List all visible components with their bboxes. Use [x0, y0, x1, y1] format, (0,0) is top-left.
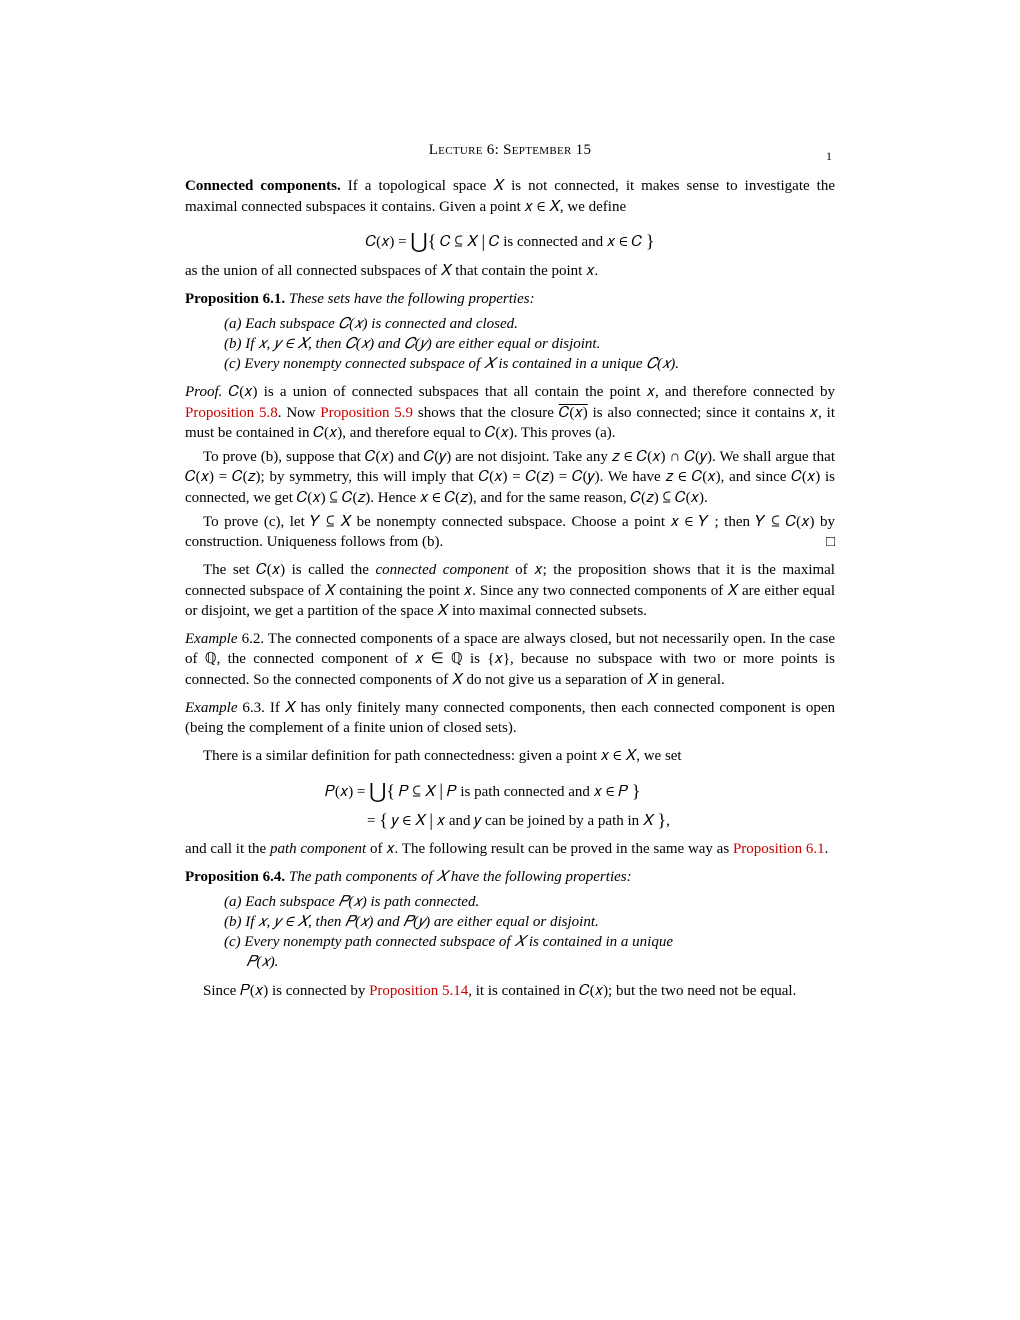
proof-heading: Proof.	[185, 384, 222, 400]
path-emph: path component	[270, 841, 366, 857]
intro-paragraph: Connected components. If a topological s…	[185, 176, 835, 217]
prop61-b: (b) If 𝑥, 𝑦 ∈ 𝑋, then 𝐶(𝑥) and 𝐶(𝑦) are …	[224, 334, 835, 354]
example-6-3: Example 6.3. If 𝑋 has only finitely many…	[185, 698, 835, 739]
page-number: 1	[826, 148, 832, 164]
ex62-text: The connected components of a space are …	[185, 631, 835, 688]
proof-p1c: shows that the closure	[413, 405, 559, 421]
px-line1: 𝑃(𝑥) = ⋃{ 𝑃 ⊆ 𝑋 | 𝑃 is path connected an…	[325, 775, 835, 803]
px-set: 𝑃 ⊆ 𝑋	[395, 784, 439, 800]
section-heading: Connected components.	[185, 178, 341, 194]
lbrace3-icon: {	[379, 810, 388, 830]
ex63-num: 6.3	[237, 700, 261, 716]
path-after-c: .	[825, 841, 829, 857]
path-after-a: and call it the	[185, 841, 270, 857]
prop61-list: (a) Each subspace 𝐶(𝑥) is connected and …	[224, 314, 835, 375]
proof-p1: Proof. 𝐶(𝑥) is a union of connected subs…	[185, 382, 835, 443]
ex63-dot: .	[261, 700, 270, 716]
rbrace3-icon: }	[657, 810, 666, 830]
proposition-6-4: Proposition 6.4. The path components of …	[185, 867, 835, 972]
path-intro: There is a similar definition for path c…	[185, 746, 835, 766]
proof-block: Proof. 𝐶(𝑥) is a union of connected subs…	[185, 382, 835, 552]
ref-prop-5-9[interactable]: Proposition 5.9	[320, 405, 413, 421]
proof-p1a: 𝐶(𝑥) is a union of connected subspaces t…	[222, 384, 835, 400]
vbar2-icon: |	[439, 780, 443, 800]
ex62-num: 6.2	[237, 631, 260, 647]
px-lhs: 𝑃(𝑥) =	[325, 784, 369, 800]
prop64-c2: 𝑃(𝑥).	[224, 952, 835, 972]
ex62-paragraph: Example 6.2. The connected components of…	[185, 629, 835, 690]
ref-prop-5-14[interactable]: Proposition 5.14	[369, 983, 468, 999]
prop61-a: (a) Each subspace 𝐶(𝑥) is connected and …	[224, 314, 835, 334]
vbar3-icon: |	[429, 810, 433, 830]
proof-p2: To prove (b), suppose that 𝐶(𝑥) and 𝐶(𝑦)…	[185, 447, 835, 508]
prop64-b: (b) If 𝑥, 𝑦 ∈ 𝑋, then 𝑃(𝑥) and 𝑃(𝑦) are …	[224, 912, 835, 932]
prop64-a: (a) Each subspace 𝑃(𝑥) is path connected…	[224, 892, 835, 912]
prop61-c: (c) Every nonempty connected subspace of…	[224, 354, 835, 374]
final-paragraph: Since 𝑃(𝑥) is connected by Proposition 5…	[185, 981, 835, 1001]
proposition-6-1: Proposition 6.1. These sets have the fol…	[185, 289, 835, 374]
final-a: Since 𝑃(𝑥) is connected by	[203, 983, 369, 999]
path-component-def: There is a similar definition for path c…	[185, 746, 835, 859]
bigcup2-icon: ⋃	[369, 779, 386, 803]
prop61-lead: These sets have the following properties…	[285, 291, 534, 307]
cx-lhs: 𝐶(𝑥) =	[365, 234, 410, 250]
proof-p1b: . Now	[278, 405, 321, 421]
rbrace2-icon: }	[632, 781, 641, 801]
section-intro: Connected components. If a topological s…	[185, 176, 835, 281]
cc-p1a: The set 𝐶(𝑥) is called the	[203, 562, 375, 578]
proof-p3: To prove (c), let 𝑌 ⊆ 𝑋 be nonempty conn…	[185, 512, 835, 553]
vbar-icon: |	[481, 231, 485, 251]
final-p: Since 𝑃(𝑥) is connected by Proposition 5…	[185, 981, 835, 1001]
prop64-label: Proposition 6.4.	[185, 869, 285, 885]
cc-emph: connected component	[375, 562, 508, 578]
prop61-statement: Proposition 6.1. These sets have the fol…	[185, 289, 835, 309]
cx-set: 𝐶 ⊆ 𝑋	[436, 234, 481, 250]
qed-icon: □	[808, 532, 835, 552]
display-cx: 𝐶(𝑥) = ⋃{ 𝐶 ⊆ 𝑋 | 𝐶 is connected and 𝑥 ∈…	[185, 225, 835, 253]
connected-component-def: The set 𝐶(𝑥) is called the connected com…	[185, 560, 835, 621]
lbrace-icon: {	[428, 231, 437, 251]
display-px: 𝑃(𝑥) = ⋃{ 𝑃 ⊆ 𝑋 | 𝑃 is path connected an…	[185, 775, 835, 832]
px-cond2: 𝑥 and 𝑦 can be joined by a path in 𝑋	[433, 813, 657, 829]
cc-paragraph: The set 𝐶(𝑥) is called the connected com…	[185, 560, 835, 621]
prop61-label: Proposition 6.1.	[185, 291, 285, 307]
ex63-paragraph: Example 6.3. If 𝑋 has only finitely many…	[185, 698, 835, 739]
cx-cond: 𝐶 is connected and 𝑥 ∈ 𝐶	[485, 234, 646, 250]
bigcup-icon: ⋃	[410, 229, 427, 253]
prop64-lead: The path components of 𝑋 have the follow…	[285, 869, 631, 885]
px-eq: =	[367, 813, 379, 829]
lbrace2-icon: {	[386, 781, 395, 801]
ex63-text: If 𝑋 has only finitely many connected co…	[185, 700, 835, 736]
prop64-statement: Proposition 6.4. The path components of …	[185, 867, 835, 887]
prop64-list: (a) Each subspace 𝑃(𝑥) is path connected…	[224, 892, 835, 973]
path-after: and call it the path component of 𝑥. The…	[185, 839, 835, 859]
ref-prop-5-8[interactable]: Proposition 5.8	[185, 405, 278, 421]
px-cond: 𝑃 is path connected and 𝑥 ∈ 𝑃	[443, 784, 632, 800]
path-after-b: of 𝑥. The following result can be proved…	[366, 841, 733, 857]
px-line2: = { 𝑦 ∈ 𝑋 | 𝑥 and 𝑦 can be joined by a p…	[325, 807, 835, 831]
prop64-c1: (c) Every nonempty path connected subspa…	[224, 932, 835, 952]
rbrace-icon: }	[646, 231, 655, 251]
final-b: , it is contained in 𝐶(𝑥); but the two n…	[468, 983, 796, 999]
ex62-dot: .	[260, 631, 268, 647]
ex63-label: Example	[185, 700, 237, 716]
example-6-2: Example 6.2. The connected components of…	[185, 629, 835, 690]
page: 1 Lecture 6: September 15 Connected comp…	[0, 0, 1020, 1320]
px-set2: 𝑦 ∈ 𝑋	[388, 813, 430, 829]
lecture-title: Lecture 6: September 15	[185, 140, 835, 160]
ex62-label: Example	[185, 631, 237, 647]
ref-prop-6-1[interactable]: Proposition 6.1	[733, 841, 825, 857]
proof-p3-text: To prove (c), let 𝑌 ⊆ 𝑋 be nonempty conn…	[185, 514, 835, 550]
after-display1: as the union of all connected subspaces …	[185, 261, 835, 281]
closure-cx: 𝐶(𝑥)	[559, 405, 588, 421]
